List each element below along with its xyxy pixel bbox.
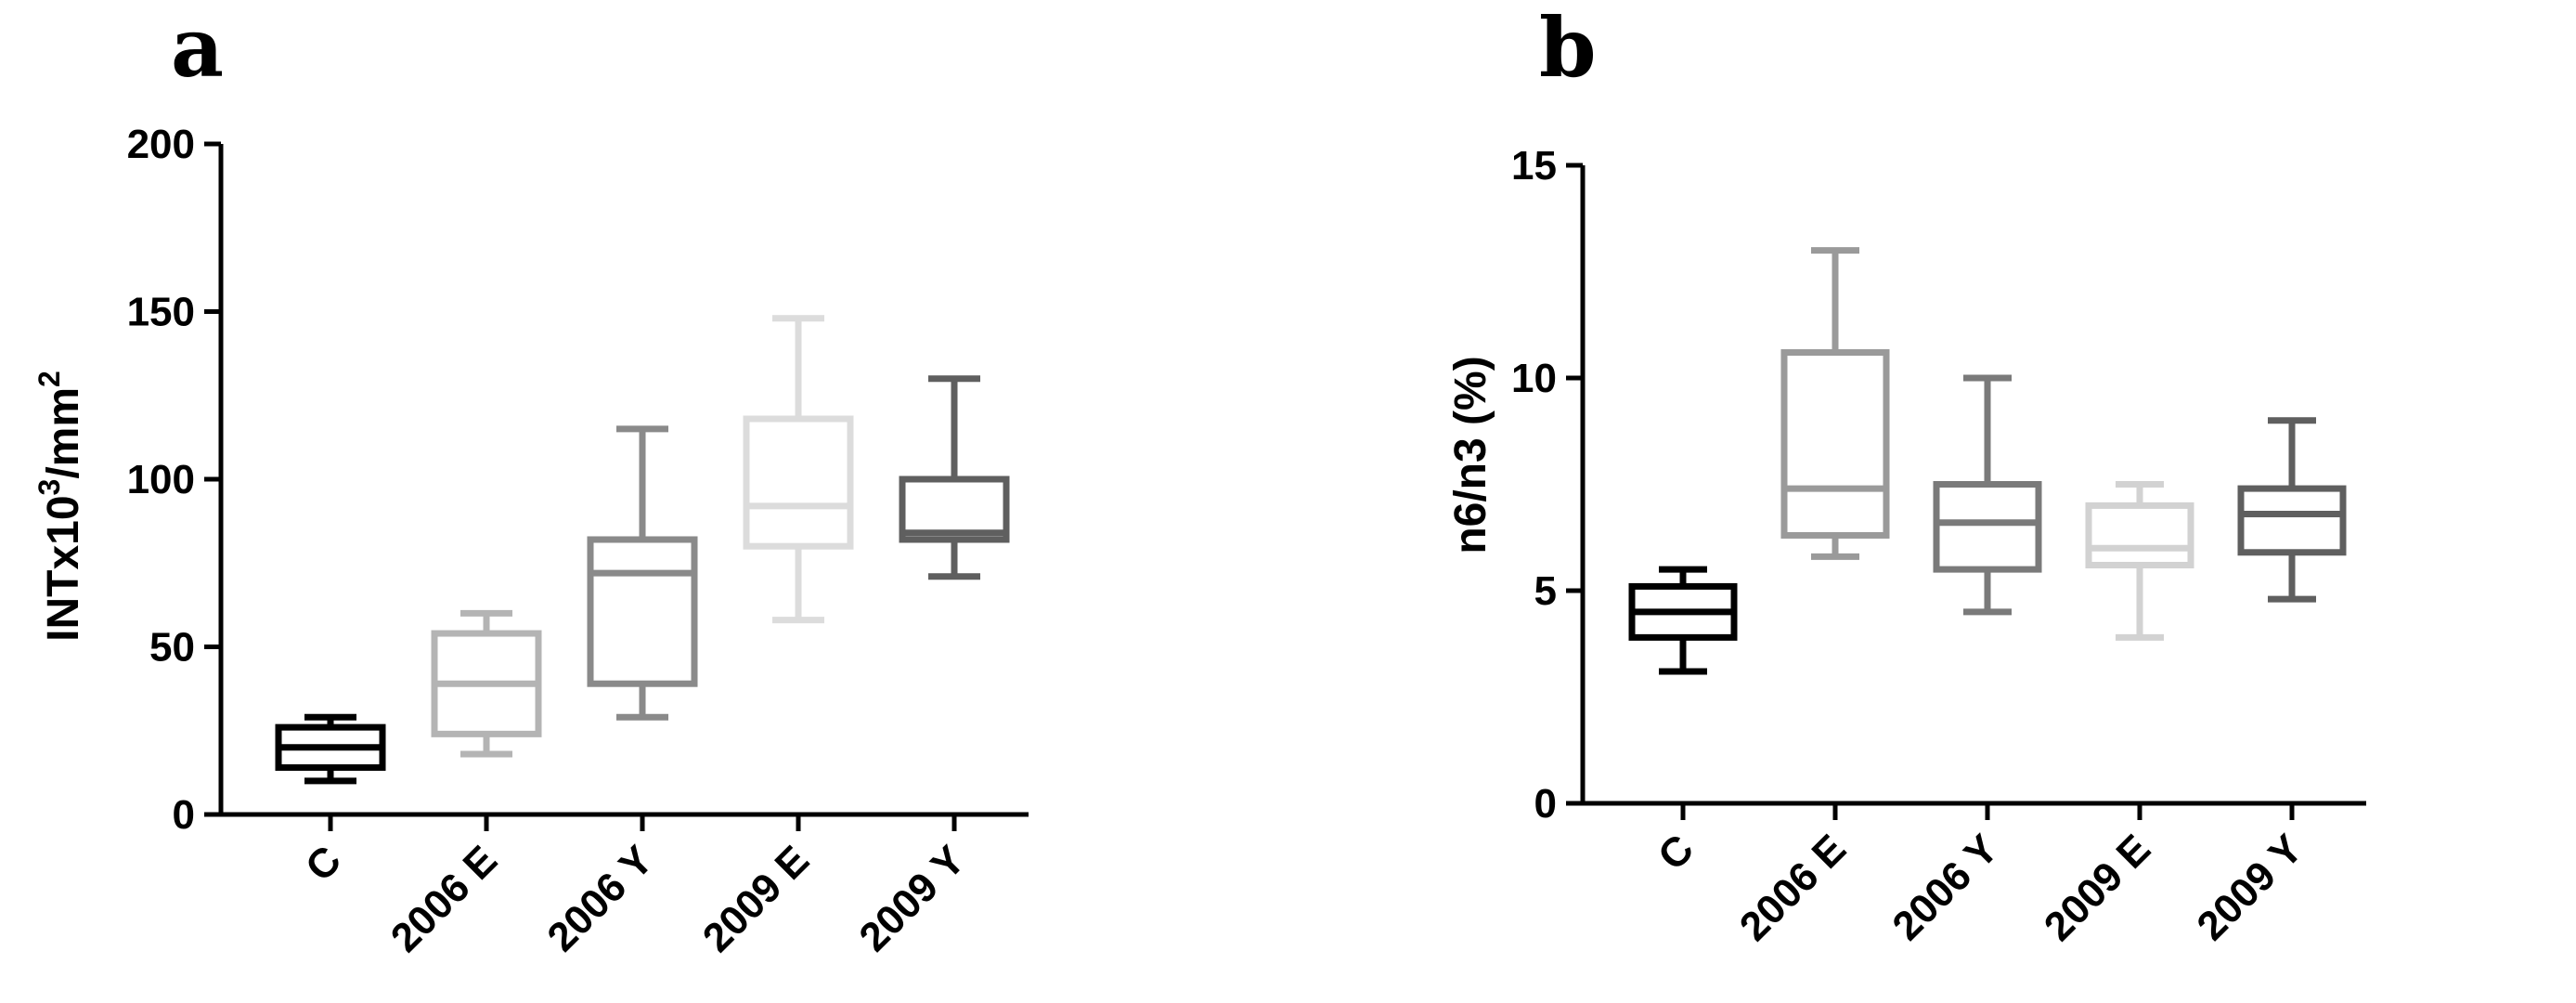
y-tick-label-b: 15 [1511,143,1557,189]
y-tick-label-b: 0 [1534,781,1557,827]
category-label-b: 2009 Y [2188,826,2311,949]
y-axis-title-a: INTx103/mm2 [32,371,88,642]
box [1780,349,1890,539]
category-label-b: 2006 E [1731,826,1855,949]
plot-area-a: 0 50 100 150 200 C 2006 E 2006 Y 2009 E 2009 Y [127,122,1029,961]
panel-a: a INTx103/mm2 0 50 100 150 200 C 2006 E 2006 Y 2… [32,0,1029,961]
y-tick-label-a: 0 [173,792,195,838]
box [743,415,854,550]
box [1933,481,2042,573]
category-label-b: C [1650,826,1702,879]
ylabel-a-mid: /mm [39,387,88,479]
y-tick-label-a: 200 [127,122,195,167]
box [899,475,1010,543]
y-tick-label-b: 10 [1511,356,1557,401]
ylabel-a-sup2: 2 [32,371,66,387]
category-label-a: 2009 E [694,837,818,960]
category-label-a: 2006 E [382,837,506,960]
box [587,536,698,687]
panel-letter-a: a [171,0,224,96]
box [2085,502,2194,569]
ylabel-a-sup1: 3 [32,479,66,496]
y-tick-label-a: 50 [149,625,195,671]
plot-area-b: 0 5 10 15 C 2006 E 2006 Y 2009 E 2009 Y [1511,143,2366,950]
category-label-a: 2009 Y [850,837,974,960]
ylabel-a-base: INTx10 [39,495,88,641]
panel-letter-b: b [1539,0,1597,96]
category-label-b: 2006 Y [1883,826,2007,949]
y-axis-title-b: n6/n3 (%) [1446,356,1495,554]
y-tick-label-a: 150 [127,290,195,335]
category-label-a: 2006 Y [538,837,662,960]
category-label-b: 2009 E [2036,826,2159,949]
y-tick-label-a: 100 [127,457,195,502]
category-label-a: C [297,837,350,890]
box [2237,485,2347,556]
y-tick-label-b: 5 [1534,568,1557,614]
panel-b: b n6/n3 (%) 0 5 10 15 C 2006 E 2006 Y 2009 E 200… [1446,0,2366,950]
